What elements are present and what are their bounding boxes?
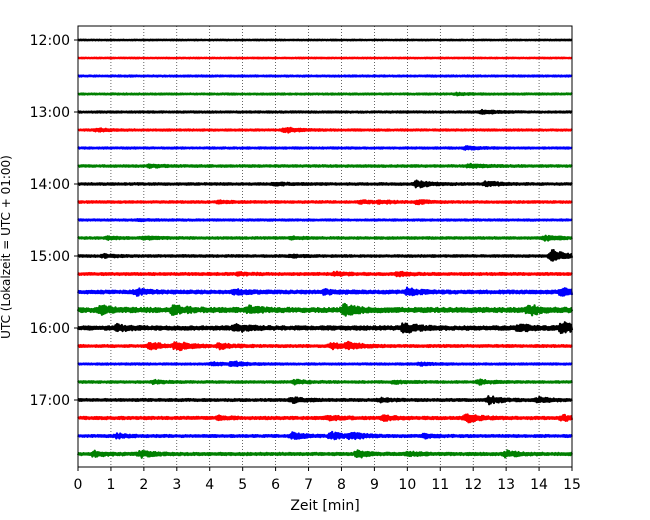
x-tick-label: 11 [431,477,449,493]
trace-1600 [76,321,574,335]
trace-1515 [77,270,573,278]
y-tick-label: 15:00 [30,249,70,265]
trace-1400 [77,179,573,189]
x-axis: 0 1 2 3 4 5 6 7 8 9 10 11 12 13 14 15 [74,467,581,493]
trace-1330 [77,145,573,151]
x-tick-label: 0 [74,477,83,493]
x-tick-label: 1 [106,477,115,493]
y-axis-title: UTC (Lokalzeit = UTC + 01:00) [0,155,13,339]
x-tick-label: 9 [370,477,379,493]
trace-1245 [77,91,573,97]
x-tick-label: 8 [337,477,346,493]
trace-1700 [77,395,573,406]
trace-1415 [77,199,573,206]
trace-layer [76,38,574,459]
y-tick-label: 17:00 [30,393,70,409]
trace-1530 [76,286,574,297]
x-tick-label: 15 [563,477,581,493]
trace-1615 [77,340,573,352]
trace-1730 [77,430,573,441]
x-tick-label: 2 [139,477,148,493]
trace-1500 [77,248,574,262]
y-axis: 12:00 13:00 14:00 15:00 16:00 17:00 [30,33,78,409]
plot-frame [77,25,573,468]
trace-1545 [76,302,574,317]
x-tick-label: 10 [398,477,416,493]
x-tick-label: 14 [530,477,548,493]
x-tick-label: 12 [464,477,482,493]
trace-1445 [77,234,573,242]
x-axis-title: Zeit [min] [290,498,359,514]
y-tick-label: 13:00 [30,105,70,121]
x-tick-label: 4 [205,477,214,493]
x-tick-label: 6 [271,477,280,493]
x-tick-label: 7 [304,477,313,493]
trace-1430 [77,218,573,223]
x-tick-label: 3 [172,477,181,493]
trace-1745 [76,449,573,459]
trace-1230 [77,74,573,78]
y-tick-label: 12:00 [30,33,70,49]
y-tick-label: 16:00 [30,321,70,337]
trace-1645 [77,378,573,386]
trace-1200 [77,38,573,42]
trace-1300 [77,108,573,115]
trace-1715 [77,413,574,424]
x-tick-label: 13 [497,477,515,493]
trace-1630 [77,360,573,368]
trace-1345 [77,162,573,169]
x-tick-label: 5 [238,477,247,493]
y-tick-label: 14:00 [30,177,70,193]
trace-1315 [77,126,573,134]
trace-1215 [77,56,573,60]
